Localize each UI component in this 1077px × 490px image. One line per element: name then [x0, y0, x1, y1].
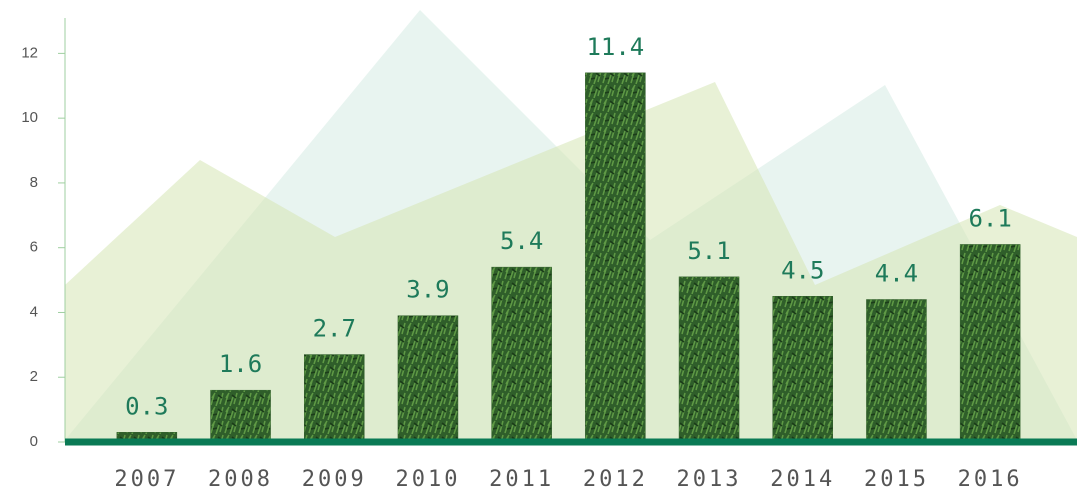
value-label: 3.9 — [406, 276, 449, 304]
bar — [210, 389, 271, 443]
value-label: 1.6 — [219, 350, 262, 378]
value-label: 0.3 — [125, 392, 168, 420]
x-tick-label: 2011 — [489, 467, 554, 490]
x-tick-label: 2013 — [677, 467, 742, 490]
value-label: 5.1 — [687, 237, 730, 265]
bar — [959, 244, 1021, 443]
value-label: 6.1 — [968, 204, 1011, 232]
y-tick-label: 12 — [21, 44, 38, 61]
bar — [397, 315, 459, 443]
bar — [866, 299, 927, 443]
x-tick-label: 2015 — [864, 467, 929, 490]
y-tick-label: 8 — [30, 174, 38, 191]
value-label: 11.4 — [586, 33, 644, 61]
x-tick-label: 2014 — [770, 467, 835, 490]
y-tick-label: 10 — [21, 109, 38, 126]
value-label: 2.7 — [313, 315, 356, 343]
y-tick-label: 4 — [30, 303, 38, 320]
y-tick-label: 2 — [30, 368, 38, 385]
bar — [585, 72, 646, 443]
x-tick-label: 2010 — [395, 467, 460, 490]
bar — [772, 296, 833, 443]
y-tick-label: 0 — [30, 433, 38, 450]
value-label: 4.4 — [875, 260, 918, 288]
bar — [304, 354, 365, 443]
x-tick-label: 2012 — [583, 467, 648, 490]
value-label: 4.5 — [781, 256, 824, 284]
bar — [678, 276, 740, 443]
value-label: 5.4 — [500, 227, 543, 255]
x-tick-label: 2007 — [114, 467, 179, 490]
x-tick-label: 2009 — [302, 467, 367, 490]
bar — [491, 266, 552, 443]
x-tick-label: 2016 — [958, 467, 1023, 490]
y-tick-label: 6 — [30, 239, 38, 256]
x-tick-label: 2008 — [208, 467, 273, 490]
